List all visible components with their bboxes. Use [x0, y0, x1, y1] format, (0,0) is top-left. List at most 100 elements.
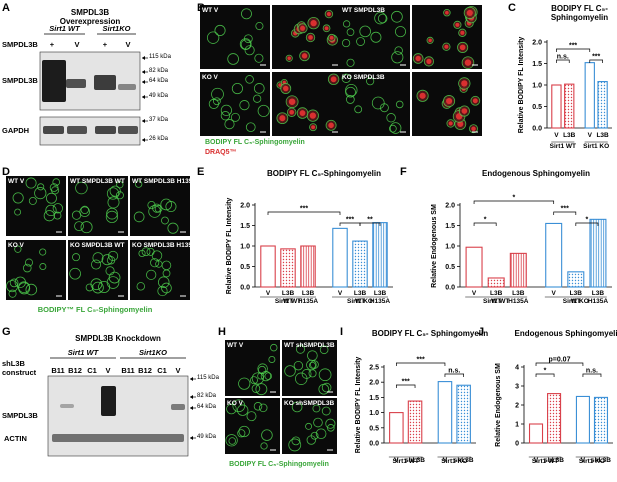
blot-label: SMPDL3B [2, 411, 38, 420]
group-label: Sirt1 WT [392, 458, 419, 465]
cell [342, 20, 351, 28]
chart-panel: Relative BODIPY FL Intensity 0.0 0.5 1.0 1.5… [510, 0, 617, 160]
y-tick-label: 1.5 [240, 223, 250, 230]
marker-label: 49 kDa [197, 434, 217, 440]
image-label: KO V [202, 74, 218, 81]
marker-label: 37 kDa [149, 117, 169, 123]
cell [315, 428, 327, 440]
band [52, 434, 184, 442]
nucleus [415, 55, 421, 62]
nucleus [288, 98, 296, 106]
micrograph [130, 240, 190, 300]
panel-letter: G [2, 326, 11, 338]
panel-letter: J [478, 326, 485, 338]
significance-bracket [556, 59, 570, 63]
y-tick-label: 0.5 [532, 104, 542, 111]
cell [12, 192, 24, 204]
y-tick-label: 1.5 [369, 395, 379, 402]
cell [391, 51, 404, 64]
lane-label: C1 [87, 366, 97, 375]
group-label: Sirt1 KO [346, 298, 373, 305]
cell [241, 8, 252, 20]
chart-title: BODIPY FL C₅- Sphingomyelin [371, 329, 489, 338]
nucleus [444, 44, 449, 49]
cell [257, 372, 265, 380]
chart-panel: Relative Endogenous SM 0.0 0.5 1.0 1.5 2.0 * * *… [400, 165, 617, 320]
y-axis-label: Relative BODIPY FL Intensity [355, 357, 362, 454]
lane-label: + [102, 40, 108, 49]
nucleus [472, 98, 478, 104]
cell [356, 37, 366, 46]
cell [105, 266, 115, 276]
y-tick-label: 0.0 [240, 285, 250, 292]
y-axis-label: Relative BODIPY FL Intensity [226, 198, 233, 295]
y-tick-label: 2.0 [532, 40, 542, 47]
x-tick-label: V [587, 132, 592, 139]
blot-title: SMPDL3B Knockdown [75, 334, 161, 343]
legend-green: BODIPY FL C₅-Sphingomyelin [205, 139, 305, 146]
bar [593, 396, 609, 444]
marker-arrowhead [190, 377, 193, 381]
cell [134, 180, 143, 188]
significance-label: *** [300, 206, 308, 213]
y-tick-label: 0.5 [369, 425, 379, 432]
cell [206, 31, 220, 44]
image-label: KO V [227, 400, 243, 407]
panel-graphic: Relative Endogenous SM0.00.51.01.52.0***… [431, 195, 612, 298]
nucleus [466, 9, 473, 17]
cell [14, 208, 22, 216]
marker-arrowhead [142, 95, 145, 99]
cell [161, 216, 169, 225]
bar [597, 81, 608, 129]
significance-label: *** [417, 357, 425, 364]
cell [161, 282, 172, 294]
bar [589, 218, 607, 288]
cell [9, 278, 19, 288]
y-tick-label: 0 [515, 441, 519, 448]
cell [39, 263, 47, 271]
nucleus [282, 85, 289, 92]
group-label: Sirt1 WT [67, 348, 99, 357]
cell [346, 28, 355, 37]
cell [395, 100, 404, 109]
cell [39, 248, 47, 256]
cell [258, 403, 268, 413]
x-tick-label: L3B WT [569, 290, 582, 305]
group-label: Sirt1 KO [583, 143, 610, 150]
lane-label: C1 [157, 366, 167, 375]
nucleus [289, 109, 295, 115]
cell [148, 205, 161, 218]
micrograph [68, 176, 128, 236]
cell [255, 22, 264, 31]
significance-bracket [359, 222, 381, 226]
y-tick-label: 1.0 [445, 244, 455, 251]
nucleus [445, 97, 453, 105]
nucleus [310, 19, 317, 27]
cell [74, 221, 84, 232]
cell [379, 103, 389, 113]
group-label: Sirt1 KO [562, 298, 589, 305]
cell [253, 94, 262, 103]
cell [211, 87, 224, 101]
marker-arrowhead [190, 395, 193, 399]
bar [567, 271, 585, 288]
image-label: KO SMPDL3B WT [70, 242, 125, 249]
chart-panel: Relative BODIPY FL Intensity 0.0 0.5 1.0 1.5… [340, 325, 488, 482]
legend-green: BODIPY FL C₅-Sphingomyelin [229, 461, 329, 468]
bar [465, 246, 483, 288]
band [94, 75, 116, 90]
cell [101, 254, 113, 266]
cell [245, 122, 256, 133]
significance-label: *** [402, 379, 410, 386]
cell [147, 201, 156, 210]
row-label: SMPDL3B [2, 40, 38, 49]
cell [167, 222, 179, 234]
nucleus [311, 125, 316, 130]
significance-bracket [395, 362, 446, 366]
cell [85, 283, 94, 292]
marker-arrowhead [142, 138, 145, 142]
cell [161, 260, 172, 271]
blot-label: ACTIN [4, 434, 27, 443]
bar [564, 83, 575, 129]
